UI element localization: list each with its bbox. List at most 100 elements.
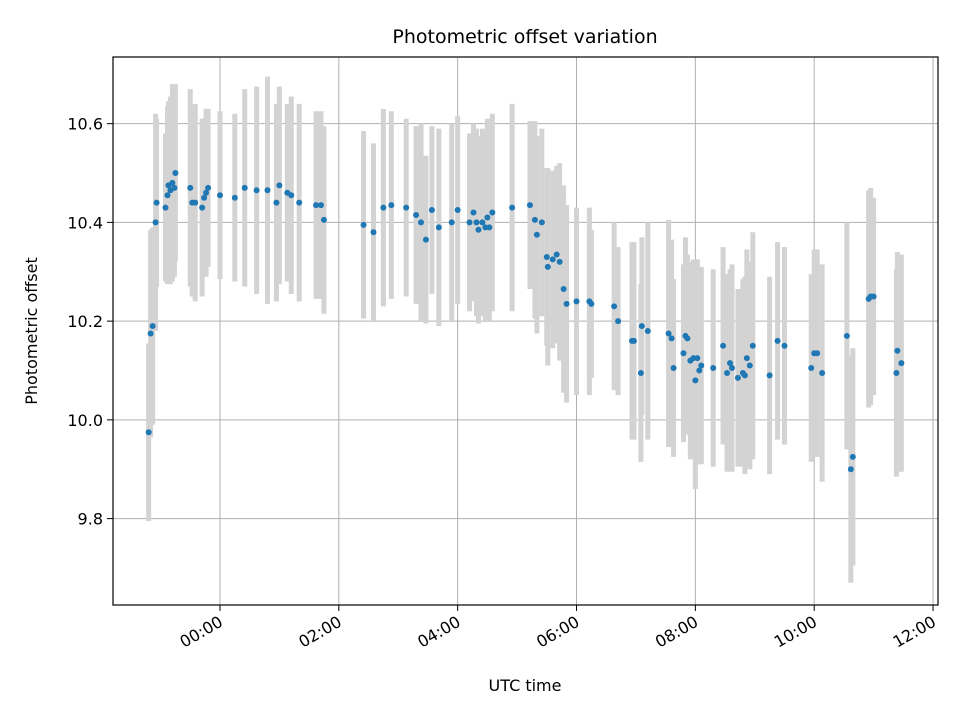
data-point (192, 199, 199, 206)
data-point (145, 429, 152, 436)
data-point (470, 209, 477, 216)
data-point (734, 374, 741, 381)
data-point (588, 300, 595, 307)
data-point (638, 323, 645, 330)
data-point (169, 179, 176, 186)
chart-title: Photometric offset variation (392, 26, 657, 48)
data-point (526, 202, 533, 209)
data-point (199, 204, 206, 211)
data-point (665, 330, 672, 337)
data-point (741, 372, 748, 379)
data-point (710, 365, 717, 372)
data-point (644, 328, 651, 334)
data-point (489, 209, 496, 216)
data-point (553, 251, 560, 258)
data-point (276, 182, 283, 189)
data-point (149, 323, 156, 330)
data-point (556, 258, 563, 265)
y-tick-label: 10.2 (67, 312, 103, 331)
data-point (288, 192, 295, 199)
data-point (317, 202, 324, 209)
data-point (484, 214, 491, 221)
data-point (560, 286, 567, 293)
data-point (694, 355, 701, 362)
data-point (153, 199, 160, 206)
data-point (320, 216, 327, 223)
data-point (670, 365, 677, 372)
data-point (696, 367, 703, 374)
data-point (894, 347, 901, 354)
data-point (296, 199, 303, 206)
data-point (692, 377, 699, 384)
data-point (724, 369, 731, 376)
data-point (479, 219, 486, 226)
data-point (843, 332, 850, 339)
data-point (203, 189, 210, 196)
data-point (819, 369, 826, 376)
data-point (563, 300, 570, 307)
data-point (473, 219, 480, 226)
data-point (313, 202, 320, 209)
data-point (509, 204, 516, 211)
data-point (231, 194, 238, 201)
x-axis-title: UTC time (489, 676, 562, 695)
data-point (253, 187, 260, 194)
data-point (466, 219, 473, 226)
data-point (152, 219, 159, 226)
data-point (201, 194, 208, 201)
data-point (435, 224, 442, 231)
data-point (486, 224, 493, 231)
data-point (849, 453, 856, 460)
data-point (418, 219, 425, 226)
data-point (720, 342, 727, 349)
data-point (668, 335, 675, 342)
y-tick-label: 10.4 (67, 213, 103, 232)
data-point (727, 360, 734, 367)
data-point (684, 335, 691, 342)
y-tick-label: 10.0 (67, 411, 103, 430)
data-point (454, 207, 461, 214)
data-point (172, 170, 179, 177)
data-point (216, 192, 223, 199)
data-point (893, 369, 900, 376)
data-point (413, 211, 420, 218)
data-point (370, 229, 377, 236)
data-point (746, 362, 753, 369)
data-point (544, 263, 551, 270)
plot-frame (112, 56, 939, 606)
data-point (549, 256, 556, 263)
data-point (898, 360, 905, 367)
data-point (428, 207, 435, 214)
data-point (264, 187, 271, 194)
y-tick-label: 9.8 (78, 510, 103, 529)
data-point (630, 337, 637, 344)
data-point (164, 192, 171, 199)
data-point (749, 342, 756, 349)
data-point (543, 253, 550, 260)
data-point (680, 350, 687, 357)
data-point (611, 303, 618, 310)
y-axis: 9.8 10.0 10.2 10.4 10.6 (67, 115, 113, 529)
data-point (698, 362, 705, 369)
data-point (847, 466, 854, 473)
data-point (615, 318, 622, 325)
data-point (241, 184, 248, 191)
data-point (380, 204, 387, 211)
data-point (531, 216, 538, 223)
y-tick-label: 10.6 (67, 115, 103, 134)
data-point (147, 330, 154, 337)
data-point (870, 293, 877, 300)
data-point (403, 204, 410, 211)
data-point (573, 298, 580, 305)
data-point (728, 365, 735, 372)
data-point (162, 204, 169, 211)
data-point (205, 184, 212, 191)
data-point (360, 221, 367, 228)
data-point (814, 350, 821, 357)
data-point (273, 199, 280, 206)
data-point (475, 226, 482, 233)
y-axis-title: Photometric offset (22, 257, 41, 405)
data-point (422, 236, 429, 243)
